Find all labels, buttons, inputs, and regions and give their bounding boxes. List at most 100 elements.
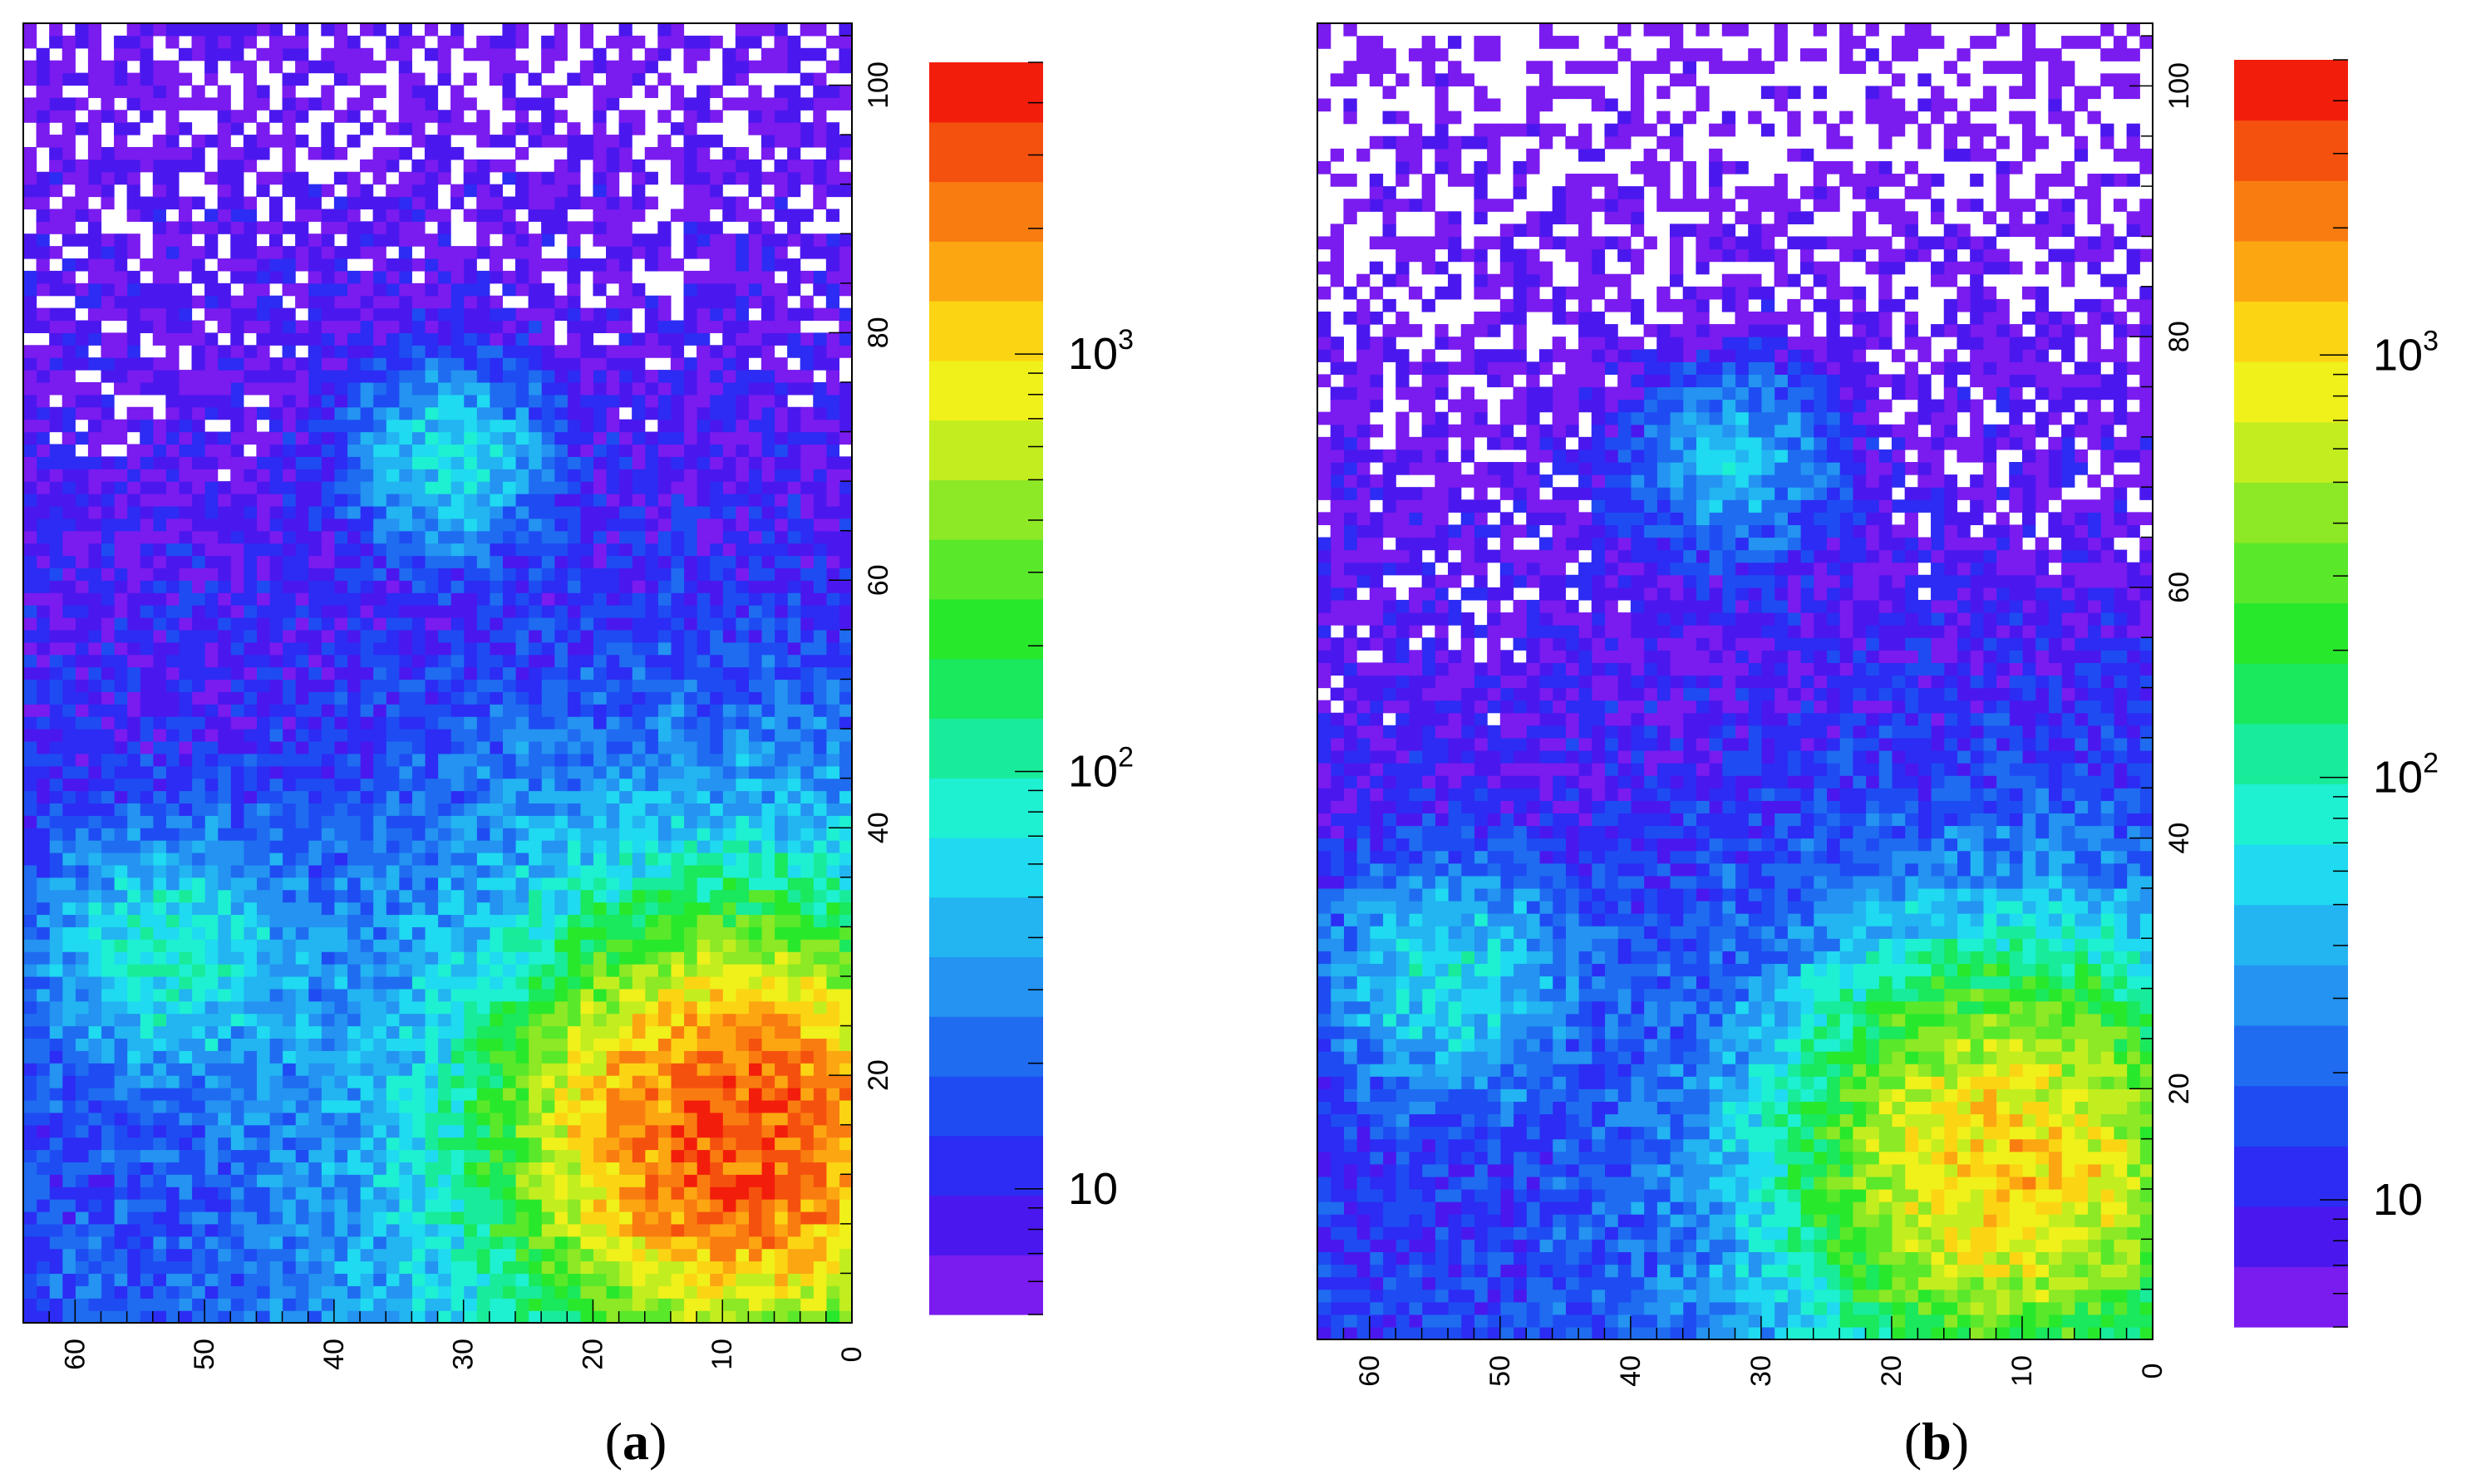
heatmap-cell [114,1000,128,1015]
heatmap-cell [243,666,258,681]
heatmap-cell [813,469,827,482]
heatmap-cell [333,381,348,396]
heatmap-cell [398,939,412,952]
heatmap-cell [657,654,672,668]
heatmap-cell [463,988,477,1002]
heatmap-cell [386,1187,400,1200]
heatmap-cell [748,1260,762,1275]
heatmap-cell [178,555,193,568]
heatmap-cell [114,518,128,532]
heatmap-cell [386,431,400,445]
heatmap-cell [839,419,853,433]
heatmap-cell [696,988,711,1002]
heatmap-cell [191,939,205,952]
heatmap-cell [644,481,658,494]
heatmap-cell [282,518,296,532]
heatmap-cell [386,419,400,433]
heatmap-cell [256,1260,270,1275]
heatmap-cell [709,1298,723,1311]
heatmap-cell [735,1124,749,1138]
heatmap-cell [321,629,335,643]
heatmap-cell [696,469,711,482]
heatmap-cell [644,666,658,681]
heatmap-cell [670,505,685,519]
heatmap-cell [579,1236,594,1250]
heatmap-cell [800,803,814,816]
heatmap-cell [424,939,439,952]
heatmap-cell [593,704,607,717]
heatmap-cell [709,852,723,866]
heatmap-cell [502,406,516,420]
heatmap-cell [114,505,128,519]
heatmap-cell [217,530,231,544]
heatmap-cell [333,1000,348,1015]
heatmap-cell [450,803,465,816]
heatmap-cell [683,654,697,668]
heatmap-cell [204,481,219,494]
heatmap-cell [230,431,244,445]
heatmap-cell [191,629,205,643]
heatmap-cell [502,654,516,668]
heatmap-cell [23,975,37,990]
heatmap-cell [178,1223,193,1237]
heatmap-cell [632,1124,646,1138]
heatmap-cell [321,828,335,841]
heatmap-cell [670,803,685,816]
heatmap-cell [760,1000,775,1015]
heatmap-cell [774,926,788,940]
heatmap-cell [243,679,258,692]
heatmap-cell [787,617,801,631]
heatmap-cell [23,543,37,557]
heatmap-cell [825,617,840,631]
heatmap-cell [49,444,63,457]
heatmap-cell [126,629,140,643]
heatmap-cell [75,592,89,606]
heatmap-cell [606,740,620,754]
heatmap-cell [528,1298,542,1311]
heatmap-cell [360,1236,374,1250]
heatmap-cell [579,951,594,965]
heatmap-cell [606,828,620,841]
heatmap-cell [75,716,89,730]
heatmap-cell [347,406,361,420]
heatmap-cell [62,568,76,581]
heatmap-cell [554,1013,568,1027]
heatmap-cell [618,381,632,396]
heatmap-cell [709,939,723,952]
heatmap-cell [140,1112,154,1126]
heatmap-cell [644,852,658,866]
heatmap-cell [87,1162,102,1175]
heatmap-cell [722,605,736,618]
heatmap-cell [75,381,89,396]
heatmap-cell [308,902,322,916]
heatmap-cell [476,1162,490,1175]
heatmap-cell [502,617,516,631]
heatmap-cell [579,494,594,507]
heatmap-cell [230,1310,244,1324]
heatmap-cell [114,889,128,903]
heatmap-cell [813,877,827,891]
heatmap-cell [268,1174,283,1187]
heatmap-cell [554,1236,568,1250]
heatmap-cell [217,729,231,742]
heatmap-cell [618,444,632,457]
heatmap-cell [683,740,697,754]
heatmap-cell [813,654,827,668]
heatmap-cell [87,691,102,705]
heatmap-cell [463,605,477,618]
heatmap-cell [632,605,646,618]
heatmap-cell [632,815,646,828]
heatmap-cell [437,419,451,433]
heatmap-cell [606,1087,620,1101]
heatmap-cell [243,592,258,606]
heatmap-cell [386,1013,400,1027]
heatmap-cell [49,828,63,841]
heatmap-cell [774,469,788,482]
heatmap-cell [360,864,374,878]
heatmap-cell [618,1285,632,1299]
heatmap-cell [489,803,503,816]
heatmap-cell [165,951,180,965]
heatmap-cell [372,654,386,668]
heatmap-cell [424,345,439,358]
heatmap-cell [424,964,439,977]
